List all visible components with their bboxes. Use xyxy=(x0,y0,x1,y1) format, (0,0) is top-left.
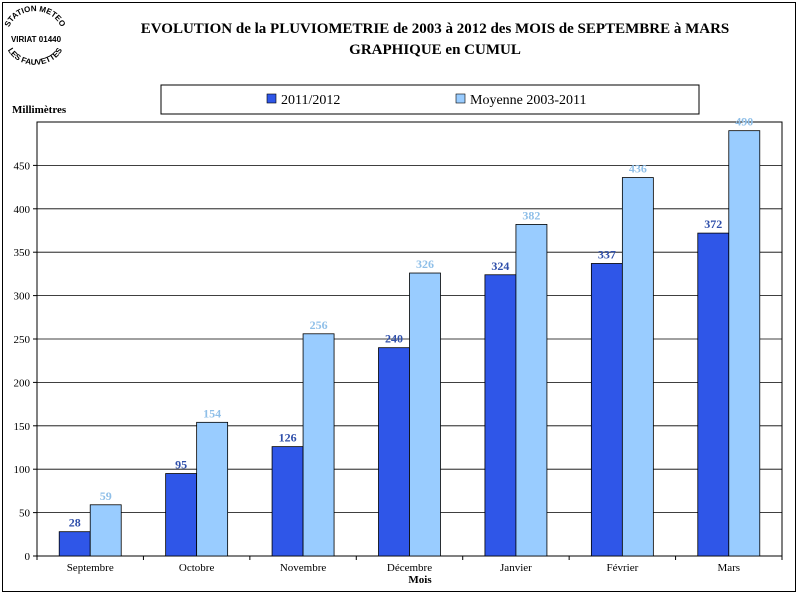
bar-value-label: 382 xyxy=(522,208,540,222)
bar-value-label: 436 xyxy=(629,162,647,176)
x-tick-label: Février xyxy=(606,562,638,574)
chart-subtitle: GRAPHIQUE en CUMUL xyxy=(349,42,521,58)
bar-value-label: 324 xyxy=(491,259,509,273)
bar xyxy=(409,272,441,557)
legend: 2011/2012 Moyenne 2003-2011 xyxy=(160,84,700,115)
legend-label-2011-2012: 2011/2012 xyxy=(281,93,340,108)
bar-value-label: 337 xyxy=(598,247,616,261)
y-tick-label: 150 xyxy=(14,421,31,433)
y-tick-label: 100 xyxy=(14,464,31,476)
legend-swatch-2011-2012 xyxy=(266,93,277,104)
bar-value-label: 372 xyxy=(704,217,722,231)
plot-area: 0 50 100 150 200 250 300 350 400 450 28 59 95 154 126… xyxy=(14,115,783,574)
x-tick-label: Décembre xyxy=(387,562,432,574)
bar-value-label: 28 xyxy=(69,516,81,530)
y-axis: 0 50 100 150 200 250 300 350 400 450 xyxy=(14,160,37,563)
x-tick-label: Janvier xyxy=(500,562,532,574)
bar xyxy=(89,504,122,557)
x-axis-title: Mois xyxy=(408,574,432,586)
y-tick-label: 0 xyxy=(25,551,31,563)
bar-value-label: 59 xyxy=(100,489,112,503)
y-tick-label: 350 xyxy=(14,247,31,259)
bar xyxy=(271,446,304,557)
bar-labels: 28 59 95 154 126 256 240 326 324 382 337 436 372 490 xyxy=(69,115,754,530)
bar xyxy=(728,130,761,557)
bar-value-label: 490 xyxy=(735,115,753,129)
x-tick-label: Octobre xyxy=(179,562,215,574)
bar xyxy=(196,421,229,557)
x-axis: Septembre Octobre Novembre Décembre Janvier F… xyxy=(36,556,783,574)
bar xyxy=(378,347,410,557)
legend-swatch-moyenne xyxy=(455,93,466,104)
bar-value-label: 126 xyxy=(279,431,297,445)
bar xyxy=(484,274,517,557)
bar xyxy=(621,177,654,557)
bar xyxy=(590,263,623,557)
bar xyxy=(697,232,730,557)
bar xyxy=(165,473,198,557)
legend-box xyxy=(160,84,700,115)
y-tick-label: 400 xyxy=(14,204,31,216)
y-tick-label: 200 xyxy=(14,377,31,389)
legend-label-moyenne: Moyenne 2003-2011 xyxy=(470,93,587,108)
y-tick-label: 300 xyxy=(14,291,31,303)
station-logo: STATION METEO VIRIAT 01440 LES FAUVETTES xyxy=(3,4,67,67)
x-tick-label: Novembre xyxy=(280,562,327,574)
bar xyxy=(515,224,548,557)
chart-title: EVOLUTION de la PLUVIOMETRIE de 2003 à 2… xyxy=(141,21,730,37)
bar-value-label: 256 xyxy=(310,318,328,332)
logo-line3: LES FAUVETTES xyxy=(6,46,64,67)
bar-value-label: 240 xyxy=(385,332,403,346)
bar xyxy=(58,531,91,557)
x-tick-label: Mars xyxy=(717,562,740,574)
y-axis-title: Millimètres xyxy=(12,104,67,116)
y-tick-label: 450 xyxy=(14,160,31,172)
y-tick-label: 50 xyxy=(19,508,31,520)
logo-line1: STATION METEO xyxy=(3,4,67,28)
bar xyxy=(302,333,335,557)
bars xyxy=(58,130,761,557)
x-tick-label: Septembre xyxy=(67,562,114,574)
bar-value-label: 95 xyxy=(175,458,187,472)
y-tick-label: 250 xyxy=(14,334,31,346)
bar-value-label: 154 xyxy=(203,406,221,420)
bar-value-label: 326 xyxy=(416,257,434,271)
logo-line2: VIRIAT 01440 xyxy=(11,35,62,44)
